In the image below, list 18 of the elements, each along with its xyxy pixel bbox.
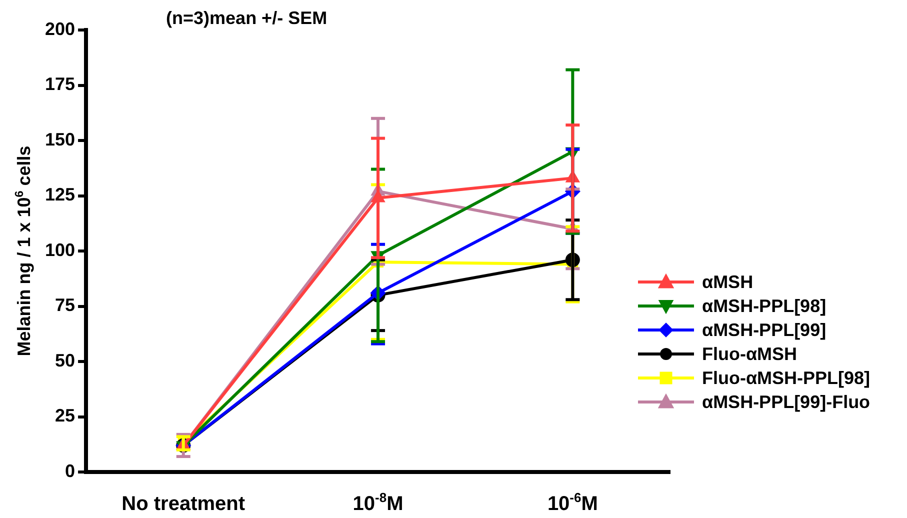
- y-tick-label: 25: [55, 406, 76, 426]
- legend-label: αMSH-PPL[99]: [702, 320, 826, 340]
- y-tick-label: 150: [44, 129, 76, 150]
- y-axis-title: Melanin ng / 1 x 106 cells: [12, 146, 34, 356]
- legend-label: αMSH-PPL[99]-Fluo: [702, 392, 870, 412]
- y-tick-label: 0: [65, 460, 76, 481]
- chart-title: (n=3)mean +/- SEM: [166, 8, 328, 28]
- x-tick-label: No treatment: [122, 493, 246, 515]
- y-tick-label: 75: [55, 295, 76, 316]
- legend-label: αMSH-PPL[98]: [702, 296, 826, 316]
- legend-label: Fluo-αMSH: [702, 344, 798, 364]
- y-tick-label: 200: [44, 18, 76, 39]
- y-tick-label: 50: [55, 350, 76, 370]
- y-tick-label: 100: [44, 240, 76, 260]
- legend-label: αMSH: [702, 272, 754, 292]
- y-tick-label: 125: [44, 184, 76, 205]
- y-tick-label: 175: [44, 74, 76, 94]
- legend-label: Fluo-αMSH-PPL[98]: [702, 368, 870, 388]
